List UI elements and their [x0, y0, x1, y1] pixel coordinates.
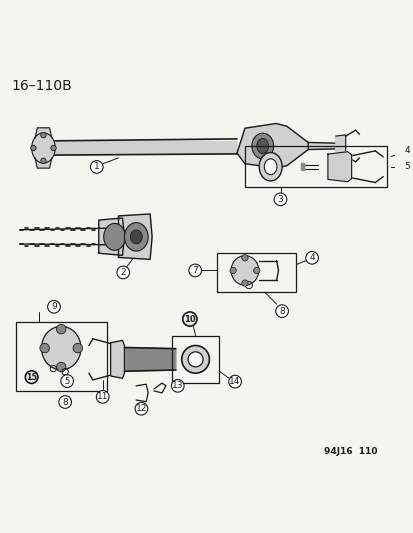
Ellipse shape: [256, 139, 268, 154]
Text: 10: 10: [184, 314, 195, 324]
Circle shape: [90, 160, 103, 173]
Text: 7: 7: [192, 266, 197, 275]
Bar: [171, 336, 219, 383]
Ellipse shape: [251, 133, 273, 159]
Text: 1: 1: [94, 163, 100, 172]
Ellipse shape: [230, 256, 258, 285]
Polygon shape: [237, 124, 307, 168]
Circle shape: [228, 375, 241, 388]
Circle shape: [241, 280, 247, 286]
Circle shape: [61, 375, 74, 387]
Polygon shape: [307, 142, 335, 150]
Circle shape: [182, 312, 197, 326]
Circle shape: [229, 267, 236, 273]
Text: 6: 6: [411, 122, 413, 131]
Circle shape: [59, 395, 71, 408]
Polygon shape: [35, 128, 52, 138]
Text: 2: 2: [120, 268, 126, 277]
Text: 12: 12: [135, 404, 147, 413]
Circle shape: [408, 120, 413, 133]
Circle shape: [31, 146, 36, 151]
Text: 11: 11: [97, 392, 108, 401]
Polygon shape: [51, 141, 237, 155]
Circle shape: [275, 305, 288, 318]
Ellipse shape: [130, 230, 142, 244]
Circle shape: [40, 343, 49, 353]
Ellipse shape: [104, 223, 125, 251]
Ellipse shape: [124, 223, 148, 251]
Circle shape: [40, 133, 46, 138]
Circle shape: [40, 158, 46, 164]
Polygon shape: [35, 158, 52, 168]
Circle shape: [116, 266, 129, 279]
Text: 14: 14: [229, 377, 240, 386]
Circle shape: [241, 255, 247, 261]
Text: 15: 15: [26, 373, 37, 382]
Text: 16–110B: 16–110B: [12, 79, 72, 93]
Polygon shape: [110, 341, 124, 378]
Circle shape: [305, 252, 318, 264]
Circle shape: [25, 371, 38, 383]
Circle shape: [188, 264, 201, 277]
Polygon shape: [327, 152, 351, 182]
Ellipse shape: [41, 326, 81, 370]
Text: 8: 8: [62, 398, 68, 407]
Circle shape: [56, 362, 66, 372]
Text: 5: 5: [64, 377, 70, 385]
Circle shape: [400, 144, 412, 157]
Text: 8: 8: [278, 306, 284, 316]
Text: 4: 4: [403, 147, 409, 156]
Bar: [217, 253, 296, 292]
Polygon shape: [99, 218, 124, 255]
Text: 4: 4: [309, 253, 314, 262]
Circle shape: [171, 379, 184, 392]
Polygon shape: [118, 214, 152, 260]
Circle shape: [253, 267, 259, 273]
Circle shape: [73, 343, 82, 353]
Ellipse shape: [259, 152, 281, 181]
Ellipse shape: [32, 133, 55, 163]
Circle shape: [56, 325, 66, 334]
Ellipse shape: [263, 159, 276, 175]
Text: 9: 9: [51, 302, 57, 311]
Text: 3: 3: [277, 195, 283, 204]
Polygon shape: [300, 164, 303, 170]
Text: 5: 5: [403, 162, 409, 171]
Circle shape: [96, 391, 109, 403]
Polygon shape: [335, 135, 345, 157]
Ellipse shape: [181, 345, 209, 373]
Bar: [16, 322, 107, 391]
Circle shape: [47, 301, 60, 313]
Circle shape: [273, 193, 286, 206]
Circle shape: [135, 402, 147, 415]
Text: 13: 13: [172, 381, 183, 390]
Circle shape: [51, 146, 56, 151]
Polygon shape: [124, 348, 176, 371]
Text: 94J16  110: 94J16 110: [323, 447, 377, 456]
Bar: [244, 146, 386, 188]
Circle shape: [400, 160, 412, 173]
Ellipse shape: [188, 352, 203, 367]
